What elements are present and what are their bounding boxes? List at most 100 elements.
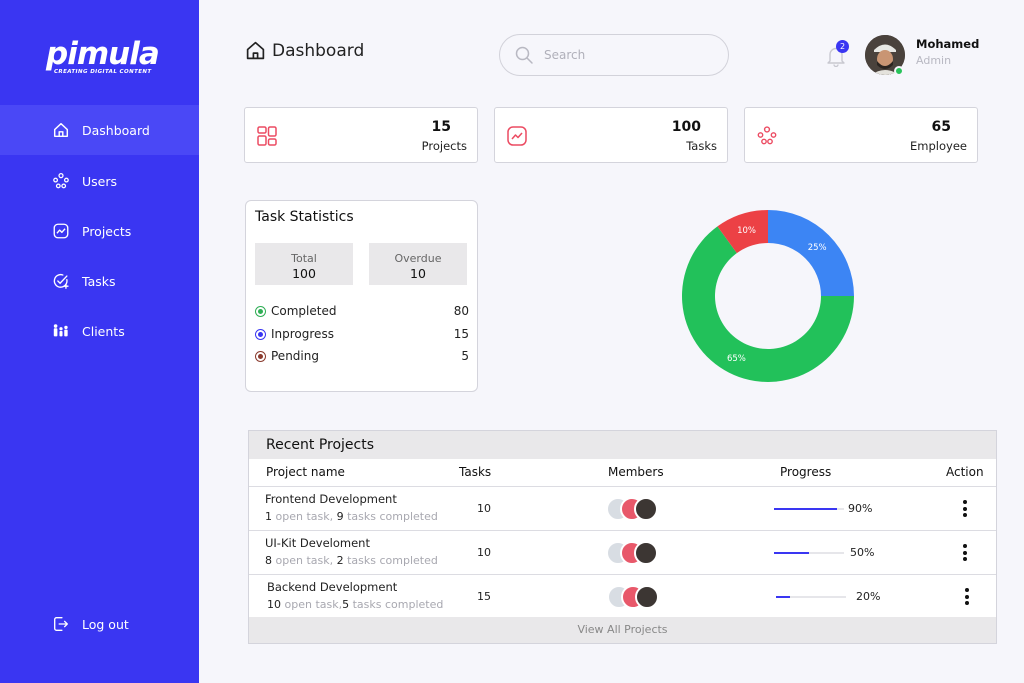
member-avatars	[607, 585, 663, 609]
page-title: Dashboard	[245, 40, 364, 61]
open-text: open task,	[272, 554, 337, 567]
sidebar-item-label: Projects	[82, 223, 132, 239]
table-row[interactable]: Frontend Development 1 open task, 9 task…	[249, 486, 996, 530]
logout-icon	[54, 617, 68, 631]
stat-card-employee[interactable]: 65 Employee	[744, 107, 978, 163]
search-bar[interactable]	[499, 34, 729, 76]
progress-bar	[774, 508, 844, 510]
more-options-icon[interactable]	[963, 544, 967, 561]
done-count: 9	[336, 510, 344, 523]
stat-label: Tasks	[686, 139, 717, 153]
sidebar-item-label: Tasks	[82, 273, 116, 289]
open-count: 1	[265, 510, 272, 523]
stat-value: 65	[931, 119, 951, 135]
member-avatar	[634, 497, 658, 521]
done-count: 5	[342, 598, 350, 611]
progress-percent: 90%	[848, 502, 873, 515]
projects-grid-icon	[257, 126, 277, 146]
status-row-completed: Completed 80	[255, 302, 469, 320]
overdue-value: 10	[410, 266, 426, 281]
project-tasks: 15	[477, 590, 491, 603]
project-name: Frontend Development	[265, 492, 397, 506]
project-task-summary: 1 open task, 9 tasks completed	[265, 510, 438, 523]
column-header-members: Members	[608, 465, 664, 479]
page-title-text: Dashboard	[272, 40, 365, 61]
search-input[interactable]	[544, 48, 704, 62]
home-icon	[53, 122, 69, 138]
member-avatar	[634, 541, 658, 565]
recent-projects-header: Recent Projects	[249, 431, 996, 459]
table-row[interactable]: Backend Development 10 open task,5 tasks…	[249, 574, 996, 618]
sidebar: pimula CREATING DIGITAL CONTENT Dashboar…	[0, 0, 199, 683]
status-dot	[255, 305, 266, 317]
user-photo-icon	[865, 35, 905, 75]
column-header-action: Action	[946, 465, 984, 479]
done-count: 2	[336, 554, 344, 567]
overdue-label: Overdue	[394, 252, 442, 265]
donut-slice	[717, 210, 768, 254]
sidebar-item-clients[interactable]: Clients	[0, 306, 199, 356]
employees-icon	[757, 126, 777, 145]
status-row-pending: Pending 5	[255, 347, 469, 365]
status-count: 15	[453, 327, 469, 341]
progress-fill	[774, 508, 837, 510]
status-label: Completed	[271, 304, 337, 318]
progress-percent: 50%	[850, 546, 875, 559]
table-row[interactable]: UI-Kit Develoment 8 open task, 2 tasks c…	[249, 530, 996, 574]
logo-tagline: CREATING DIGITAL CONTENT	[54, 69, 152, 75]
total-label: Total	[291, 252, 317, 265]
avatar[interactable]	[865, 35, 905, 75]
donut-slice-label: 25%	[808, 243, 827, 253]
task-statistics-title: Task Statistics	[255, 209, 354, 225]
open-text: open task,	[281, 598, 343, 611]
stat-label: Employee	[910, 139, 967, 153]
donut-slice	[682, 226, 854, 383]
progress-bar	[774, 552, 844, 554]
status-dot	[255, 350, 266, 362]
member-avatars	[606, 497, 662, 521]
progress-percent: 20%	[856, 590, 881, 603]
done-text: tasks completed	[349, 598, 444, 611]
status-dot	[255, 328, 266, 340]
status-count: 80	[453, 304, 469, 318]
sidebar-item-label: Dashboard	[82, 122, 150, 138]
sidebar-item-tasks[interactable]: Tasks	[0, 256, 199, 306]
brand-logo[interactable]: pimula CREATING DIGITAL CONTENT	[46, 36, 160, 80]
clients-icon	[53, 324, 68, 337]
stat-card-tasks[interactable]: 100 Tasks	[494, 107, 728, 163]
logout-button[interactable]: Log out	[0, 599, 199, 649]
status-row-inprogress: Inprogress 15	[255, 325, 469, 343]
project-name: UI-Kit Develoment	[265, 536, 370, 550]
sidebar-item-dashboard[interactable]: Dashboard	[0, 105, 199, 155]
member-avatar	[635, 585, 659, 609]
view-all-projects-link[interactable]: View All Projects	[249, 617, 996, 643]
more-options-icon[interactable]	[965, 588, 969, 605]
chart-icon	[53, 223, 69, 239]
sidebar-item-label: Users	[82, 173, 118, 189]
task-statistics-card: Task Statistics Total 100 Overdue 10 Com…	[245, 200, 478, 392]
status-label: Inprogress	[271, 327, 334, 341]
open-text: open task,	[272, 510, 337, 523]
done-text: tasks completed	[343, 554, 438, 567]
home-icon	[246, 41, 265, 60]
open-count: 10	[267, 598, 281, 611]
progress-bar	[776, 596, 846, 598]
user-name: Mohamed	[916, 37, 980, 51]
stat-label: Projects	[421, 139, 467, 153]
online-status-dot	[894, 66, 904, 76]
more-options-icon[interactable]	[963, 500, 967, 517]
stat-value: 15	[431, 119, 451, 135]
sidebar-item-users[interactable]: Users	[0, 156, 199, 206]
user-role: Admin	[916, 54, 952, 67]
status-label: Pending	[271, 349, 319, 363]
logo-wordmark: pimula	[46, 36, 160, 72]
stat-card-projects[interactable]: 15 Projects	[244, 107, 478, 163]
overdue-box: Overdue 10	[369, 243, 467, 285]
trend-icon	[507, 126, 527, 146]
sidebar-item-projects[interactable]: Projects	[0, 206, 199, 256]
donut-slice	[768, 210, 854, 296]
column-header-name: Project name	[266, 465, 345, 479]
open-count: 8	[265, 554, 272, 567]
total-box: Total 100	[255, 243, 353, 285]
search-icon	[515, 46, 533, 64]
